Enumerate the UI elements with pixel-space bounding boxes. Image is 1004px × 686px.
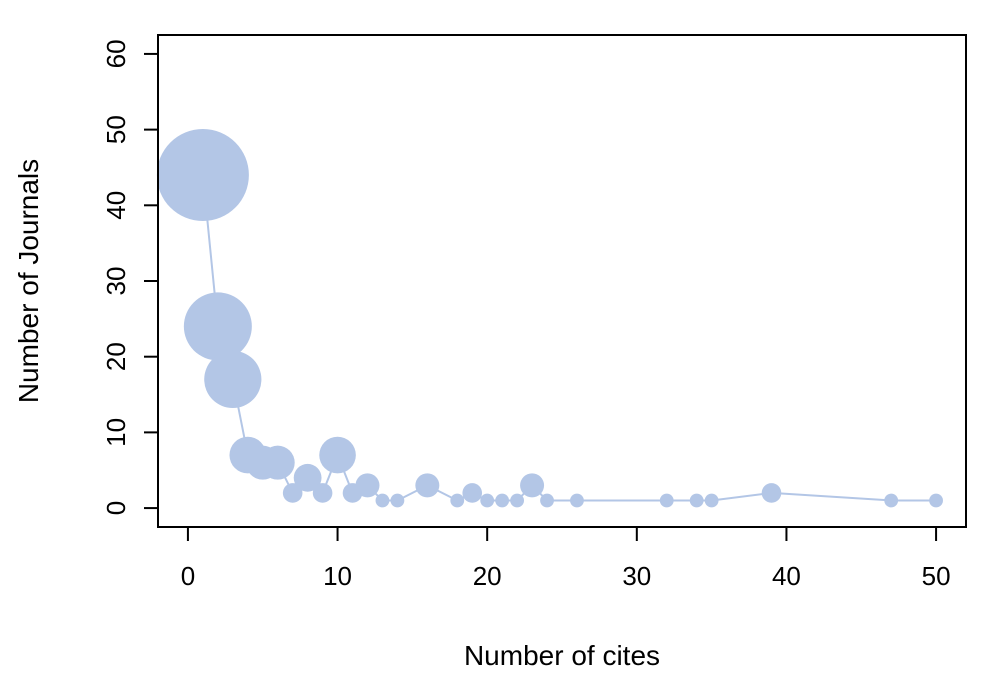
data-point (450, 493, 465, 508)
data-point (462, 483, 483, 503)
series-layer (156, 129, 943, 508)
x-tick-label: 20 (473, 561, 502, 591)
y-tick-label: 50 (101, 115, 131, 144)
x-tick-label: 0 (181, 561, 195, 591)
y-tick-label: 30 (101, 267, 131, 296)
y-axis-title: Number of Journals (13, 159, 44, 403)
x-axis-title: Number of cites (464, 640, 660, 671)
data-point (520, 473, 545, 498)
y-tick-label: 10 (101, 418, 131, 447)
x-tick-label: 50 (922, 561, 951, 591)
y-tick-label: 20 (101, 342, 131, 371)
data-point (156, 129, 249, 222)
x-tick-label: 10 (323, 561, 352, 591)
data-point (659, 493, 674, 508)
y-tick-label: 0 (101, 501, 131, 515)
data-point (689, 493, 704, 508)
data-point (183, 292, 252, 361)
data-point (761, 483, 782, 503)
data-point (282, 483, 303, 503)
x-tick-label: 40 (772, 561, 801, 591)
data-point (293, 463, 322, 492)
data-point (704, 493, 719, 508)
data-point (375, 493, 390, 508)
x-tick-label: 30 (622, 561, 651, 591)
data-point (355, 473, 380, 498)
data-point (480, 493, 495, 508)
data-point (510, 493, 525, 508)
data-point (319, 436, 356, 474)
y-tick-label: 40 (101, 191, 131, 220)
y-tick-label: 60 (101, 39, 131, 68)
y-axis: 0 10 20 30 40 50 60 (101, 39, 159, 515)
data-point (540, 493, 554, 508)
data-point (390, 493, 405, 508)
data-point (415, 473, 440, 498)
data-point (929, 493, 943, 508)
data-point (570, 493, 584, 508)
data-point (260, 445, 295, 480)
data-point (312, 483, 333, 503)
data-point (884, 493, 899, 508)
data-point (204, 350, 262, 408)
x-axis: 0 10 20 30 40 50 (181, 526, 951, 591)
series-line (201, 174, 937, 502)
data-point (495, 493, 510, 508)
